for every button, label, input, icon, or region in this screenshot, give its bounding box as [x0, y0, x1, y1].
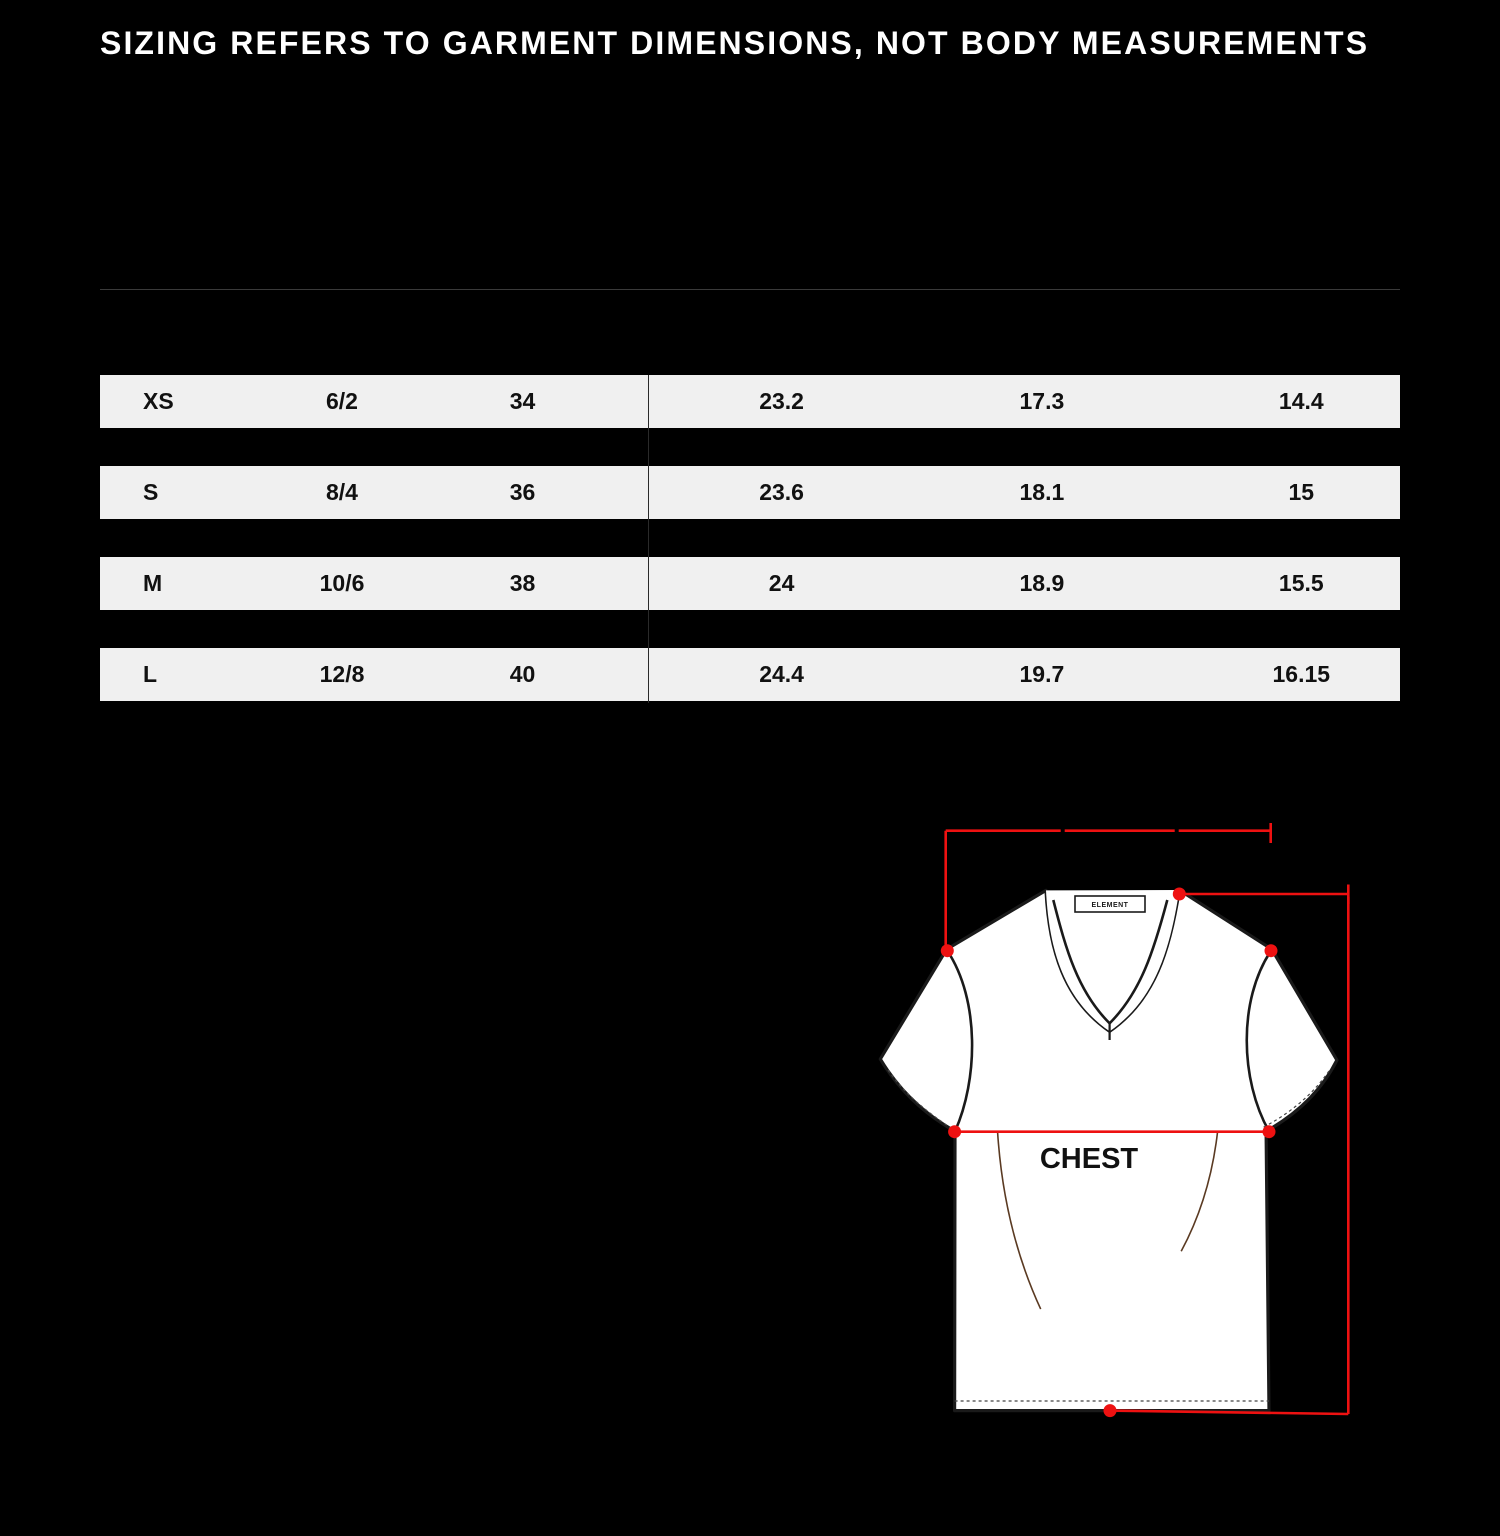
svg-text:CHEST: CHEST	[1040, 1143, 1139, 1175]
svg-text:ELEMENT: ELEMENT	[1092, 902, 1129, 909]
